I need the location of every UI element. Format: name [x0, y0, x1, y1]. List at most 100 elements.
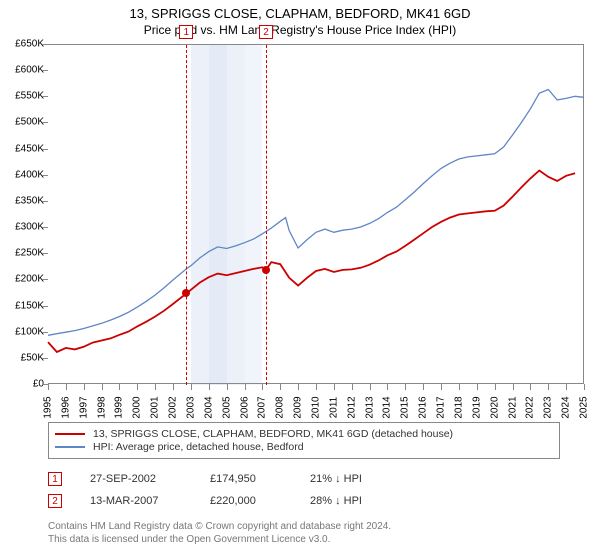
x-tick-mark [530, 384, 531, 390]
y-tick-mark [42, 358, 48, 359]
x-tick-label: 2019 [471, 396, 482, 418]
footer-line2: This data is licensed under the Open Gov… [48, 533, 548, 546]
sale-vline [186, 45, 187, 385]
x-tick-label: 2006 [239, 396, 250, 418]
sales-price: £220,000 [210, 495, 310, 507]
x-tick-label: 2020 [489, 396, 500, 418]
x-tick-mark [513, 384, 514, 390]
x-tick-label: 2024 [561, 396, 572, 418]
x-tick-mark [334, 384, 335, 390]
x-tick-label: 2018 [453, 396, 464, 418]
x-tick-label: 2008 [275, 396, 286, 418]
x-tick-mark [173, 384, 174, 390]
y-tick-mark [42, 279, 48, 280]
x-tick-label: 2001 [150, 396, 161, 418]
x-tick-label: 2013 [364, 396, 375, 418]
x-tick-label: 2011 [328, 397, 339, 419]
legend-label: 13, SPRIGGS CLOSE, CLAPHAM, BEDFORD, MK4… [93, 428, 453, 440]
x-tick-mark [566, 384, 567, 390]
legend-swatch [55, 433, 85, 435]
x-tick-label: 2021 [507, 396, 518, 418]
x-tick-mark [137, 384, 138, 390]
y-tick-label: £600K [4, 65, 44, 76]
x-tick-label: 1999 [114, 396, 125, 418]
x-tick-mark [387, 384, 388, 390]
sale-dot [182, 289, 190, 297]
title-line1: 13, SPRIGGS CLOSE, CLAPHAM, BEDFORD, MK4… [0, 6, 600, 21]
y-tick-label: £350K [4, 195, 44, 206]
y-tick-label: £0 [4, 379, 44, 390]
x-tick-label: 2023 [543, 396, 554, 418]
x-tick-mark [352, 384, 353, 390]
sales-num: 1 [48, 472, 62, 486]
y-tick-mark [42, 96, 48, 97]
y-tick-mark [42, 175, 48, 176]
sale-number: 1 [179, 25, 193, 39]
x-tick-label: 2010 [311, 396, 322, 418]
x-tick-mark [584, 384, 585, 390]
footer-line1: Contains HM Land Registry data © Crown c… [48, 520, 548, 533]
x-tick-label: 2002 [168, 396, 179, 418]
x-tick-label: 2000 [132, 396, 143, 418]
x-tick-mark [84, 384, 85, 390]
x-tick-label: 1998 [96, 396, 107, 418]
sale-dot [262, 266, 270, 274]
y-tick-mark [42, 122, 48, 123]
x-tick-mark [119, 384, 120, 390]
x-tick-mark [495, 384, 496, 390]
y-tick-mark [42, 332, 48, 333]
x-tick-label: 2014 [382, 396, 393, 418]
y-tick-label: £500K [4, 117, 44, 128]
x-tick-mark [441, 384, 442, 390]
x-tick-label: 1997 [78, 396, 89, 418]
sales-table: 127-SEP-2002£174,95021% ↓ HPI213-MAR-200… [48, 468, 430, 512]
y-tick-mark [42, 253, 48, 254]
chart-lines [48, 45, 584, 385]
x-tick-mark [227, 384, 228, 390]
legend-label: HPI: Average price, detached house, Bedf… [93, 441, 304, 453]
y-tick-mark [42, 227, 48, 228]
x-tick-mark [370, 384, 371, 390]
x-tick-label: 1996 [60, 396, 71, 418]
chart-title: 13, SPRIGGS CLOSE, CLAPHAM, BEDFORD, MK4… [0, 0, 600, 37]
x-tick-mark [66, 384, 67, 390]
series-hpi [48, 90, 584, 336]
x-tick-label: 2015 [400, 396, 411, 418]
x-tick-mark [262, 384, 263, 390]
sales-row: 127-SEP-2002£174,95021% ↓ HPI [48, 468, 430, 490]
chart: 12 £0£50K£100K£150K£200K£250K£300K£350K£… [8, 44, 592, 416]
sales-date: 27-SEP-2002 [90, 473, 210, 485]
y-tick-label: £300K [4, 222, 44, 233]
x-tick-mark [280, 384, 281, 390]
x-tick-mark [405, 384, 406, 390]
x-tick-mark [209, 384, 210, 390]
x-tick-label: 2025 [579, 396, 590, 418]
x-tick-label: 2007 [257, 396, 268, 418]
x-tick-label: 2003 [185, 396, 196, 418]
y-tick-mark [42, 149, 48, 150]
x-tick-mark [155, 384, 156, 390]
legend: 13, SPRIGGS CLOSE, CLAPHAM, BEDFORD, MK4… [48, 422, 560, 459]
y-tick-mark [42, 70, 48, 71]
sales-delta: 28% ↓ HPI [310, 495, 430, 507]
y-tick-label: £250K [4, 248, 44, 259]
x-tick-label: 2016 [418, 396, 429, 418]
y-tick-label: £200K [4, 274, 44, 285]
legend-swatch [55, 446, 85, 448]
x-tick-label: 1995 [43, 396, 54, 418]
x-tick-mark [191, 384, 192, 390]
y-tick-label: £450K [4, 143, 44, 154]
sales-date: 13-MAR-2007 [90, 495, 210, 507]
y-tick-mark [42, 306, 48, 307]
sales-num: 2 [48, 494, 62, 508]
x-tick-mark [245, 384, 246, 390]
x-tick-mark [459, 384, 460, 390]
x-tick-mark [477, 384, 478, 390]
x-tick-label: 2017 [436, 396, 447, 418]
y-tick-label: £400K [4, 169, 44, 180]
x-tick-mark [298, 384, 299, 390]
y-tick-label: £50K [4, 352, 44, 363]
series-property [48, 171, 575, 353]
x-tick-label: 2022 [525, 396, 536, 418]
y-tick-label: £550K [4, 91, 44, 102]
